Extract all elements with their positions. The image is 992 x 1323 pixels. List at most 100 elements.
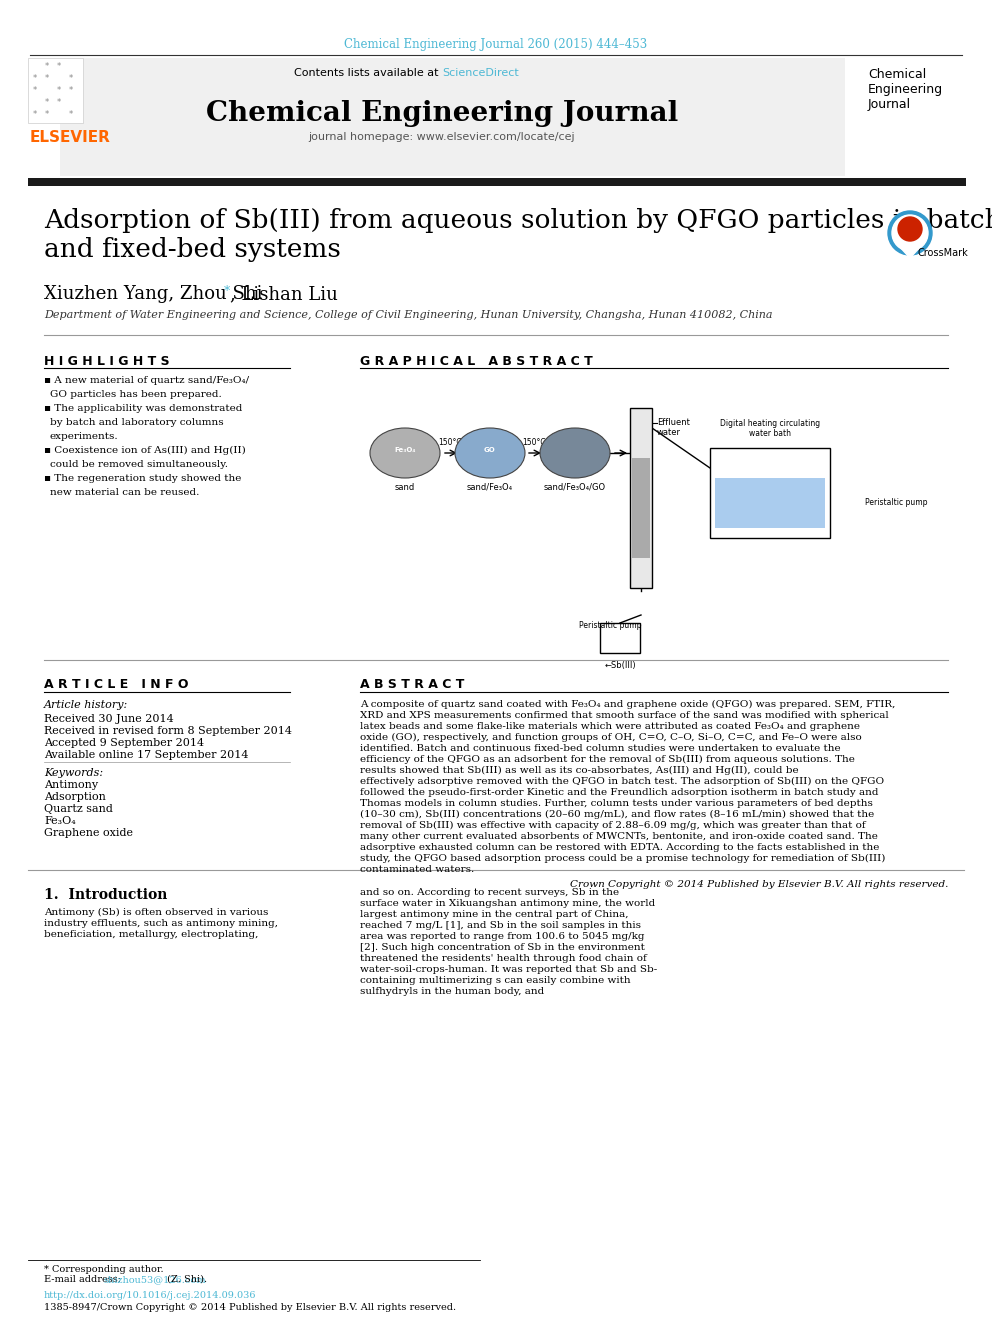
Circle shape [892,216,928,251]
Text: containing multimerizing s can easily combine with: containing multimerizing s can easily co… [360,976,631,986]
Text: Chemical Engineering Journal 260 (2015) 444–453: Chemical Engineering Journal 260 (2015) … [344,38,648,52]
Text: Fe₃O₄: Fe₃O₄ [394,447,416,452]
Text: CrossMark: CrossMark [918,247,969,258]
Text: *: * [68,110,73,119]
Text: beneficiation, metallurgy, electroplating,: beneficiation, metallurgy, electroplatin… [44,930,258,939]
Text: Contents lists available at: Contents lists available at [294,67,442,78]
Text: H I G H L I G H T S: H I G H L I G H T S [44,355,170,368]
Circle shape [888,210,932,255]
Text: *: * [33,86,37,95]
Ellipse shape [455,429,525,478]
Text: Received 30 June 2014: Received 30 June 2014 [44,714,174,724]
Text: A B S T R A C T: A B S T R A C T [360,677,464,691]
Text: Received in revised form 8 September 2014: Received in revised form 8 September 201… [44,726,292,736]
Text: ScienceDirect: ScienceDirect [442,67,519,78]
Bar [28,179,966,187]
Text: (Z. Shi).: (Z. Shi). [164,1275,207,1285]
Text: could be removed simultaneously.: could be removed simultaneously. [50,460,228,468]
Text: surface water in Xikuangshan antimony mine, the world: surface water in Xikuangshan antimony mi… [360,900,656,908]
Text: followed the pseudo-first-order Kinetic and the Freundlich adsorption isotherm i: followed the pseudo-first-order Kinetic … [360,789,879,796]
Text: Digital heating circulating
water bath: Digital heating circulating water bath [720,418,820,438]
Text: Peristaltic pump: Peristaltic pump [578,620,641,630]
Ellipse shape [540,429,610,478]
Bar [630,407,652,587]
Text: study, the QFGO based adsorption process could be a promise technology for remed: study, the QFGO based adsorption process… [360,855,886,863]
Text: Chemical
Engineering
Journal: Chemical Engineering Journal [868,67,943,111]
Circle shape [838,482,862,505]
Text: ▪ Coexistence ion of As(III) and Hg(II): ▪ Coexistence ion of As(III) and Hg(II) [44,446,246,455]
Text: *: * [68,74,73,83]
Text: largest antimony mine in the central part of China,: largest antimony mine in the central par… [360,910,629,919]
Text: results showed that Sb(III) as well as its co-absorbates, As(III) and Hg(II), co: results showed that Sb(III) as well as i… [360,766,799,775]
Text: Keywords:: Keywords: [44,767,103,778]
Text: 150°C: 150°C [438,438,462,447]
Text: *: * [224,284,230,298]
Text: GO: GO [484,447,496,452]
Bar [360,378,950,609]
Text: latex beads and some flake-like materials which were attributed as coated Fe₃O₄ : latex beads and some flake-like material… [360,722,860,732]
Text: GO particles has been prepared.: GO particles has been prepared. [50,390,222,400]
Text: *: * [68,86,73,95]
Text: 1385-8947/Crown Copyright © 2014 Published by Elsevier B.V. All rights reserved.: 1385-8947/Crown Copyright © 2014 Publish… [44,1303,456,1312]
Text: ▪ A new material of quartz sand/Fe₃O₄/: ▪ A new material of quartz sand/Fe₃O₄/ [44,376,249,385]
Text: adsorptive exhausted column can be restored with EDTA. According to the facts es: adsorptive exhausted column can be resto… [360,843,879,852]
Text: A composite of quartz sand coated with Fe₃O₄ and graphene oxide (QFGO) was prepa: A composite of quartz sand coated with F… [360,700,896,709]
Text: Graphene oxide: Graphene oxide [44,828,133,837]
Text: oxide (GO), respectively, and function groups of OH, C=O, C–O, Si–O, C=C, and Fe: oxide (GO), respectively, and function g… [360,733,862,742]
Text: Antimony: Antimony [44,781,98,790]
Text: experiments.: experiments. [50,433,119,441]
Text: shizhou53@126.com: shizhou53@126.com [104,1275,206,1285]
Text: *: * [45,110,50,119]
Text: Adsorption of Sb(III) from aqueous solution by QFGO particles in batch
and fixed: Adsorption of Sb(III) from aqueous solut… [44,208,992,262]
Text: Thomas models in column studies. Further, column tests under various parameters : Thomas models in column studies. Further… [360,799,873,808]
Text: *: * [57,62,62,71]
Polygon shape [898,245,922,258]
Text: and so on. According to recent surveys, Sb in the: and so on. According to recent surveys, … [360,888,619,897]
Text: [2]. Such high concentration of Sb in the environment: [2]. Such high concentration of Sb in th… [360,943,645,953]
Text: new material can be reused.: new material can be reused. [50,488,199,497]
Text: journal homepage: www.elsevier.com/locate/cej: journal homepage: www.elsevier.com/locat… [309,132,575,142]
Text: many other current evaluated absorbents of MWCNTs, bentonite, and iron-oxide coa: many other current evaluated absorbents … [360,832,878,841]
Text: Chemical Engineering Journal: Chemical Engineering Journal [206,101,679,127]
Ellipse shape [370,429,440,478]
Text: *: * [45,62,50,71]
Text: Quartz sand: Quartz sand [44,804,113,814]
Text: *: * [45,98,50,107]
Text: *: * [33,74,37,83]
Text: Peristaltic pump: Peristaltic pump [865,497,928,507]
Text: efficiency of the QFGO as an adsorbent for the removal of Sb(III) from aqueous s: efficiency of the QFGO as an adsorbent f… [360,755,855,765]
Bar [632,458,650,558]
Text: sand/Fe₃O₄/GO: sand/Fe₃O₄/GO [544,483,606,492]
Bar [715,478,825,528]
Text: http://dx.doi.org/10.1016/j.cej.2014.09.036: http://dx.doi.org/10.1016/j.cej.2014.09.… [44,1291,257,1301]
Bar [600,623,640,654]
Text: Antimony (Sb) is often observed in various: Antimony (Sb) is often observed in vario… [44,908,269,917]
Text: Article history:: Article history: [44,700,128,710]
Text: *: * [33,110,37,119]
Text: Available online 17 September 2014: Available online 17 September 2014 [44,750,249,759]
Text: identified. Batch and continuous fixed-bed column studies were undertaken to eva: identified. Batch and continuous fixed-b… [360,744,840,753]
Text: *: * [45,74,50,83]
Circle shape [898,217,922,241]
Text: , Lishan Liu: , Lishan Liu [230,284,338,303]
Text: Fe₃O₄: Fe₃O₄ [44,816,75,826]
Text: removal of Sb(III) was effective with capacity of 2.88–6.09 mg/g, which was grea: removal of Sb(III) was effective with ca… [360,822,866,830]
Text: Crown Copyright © 2014 Published by Elsevier B.V. All rights reserved.: Crown Copyright © 2014 Published by Else… [569,880,948,889]
Bar [60,58,845,176]
Text: contaminated waters.: contaminated waters. [360,865,474,875]
Text: A R T I C L E   I N F O: A R T I C L E I N F O [44,677,188,691]
Text: * Corresponding author.: * Corresponding author. [44,1265,164,1274]
Text: reached 7 mg/L [1], and Sb in the soil samples in this: reached 7 mg/L [1], and Sb in the soil s… [360,921,641,930]
Text: Department of Water Engineering and Science, College of Civil Engineering, Hunan: Department of Water Engineering and Scie… [44,310,773,320]
Text: Xiuzhen Yang, Zhou Shi: Xiuzhen Yang, Zhou Shi [44,284,263,303]
Text: sand: sand [395,483,415,492]
Text: 1.  Introduction: 1. Introduction [44,888,168,902]
Text: area was reported to range from 100.6 to 5045 mg/kg: area was reported to range from 100.6 to… [360,931,645,941]
Bar [710,448,830,538]
Text: XRD and XPS measurements confirmed that smooth surface of the sand was modified : XRD and XPS measurements confirmed that … [360,710,889,720]
Text: G R A P H I C A L   A B S T R A C T: G R A P H I C A L A B S T R A C T [360,355,593,368]
Circle shape [608,591,632,615]
Text: E-mail address:: E-mail address: [44,1275,124,1285]
Text: threatened the residents' health through food chain of: threatened the residents' health through… [360,954,647,963]
Text: by batch and laboratory columns: by batch and laboratory columns [50,418,223,427]
